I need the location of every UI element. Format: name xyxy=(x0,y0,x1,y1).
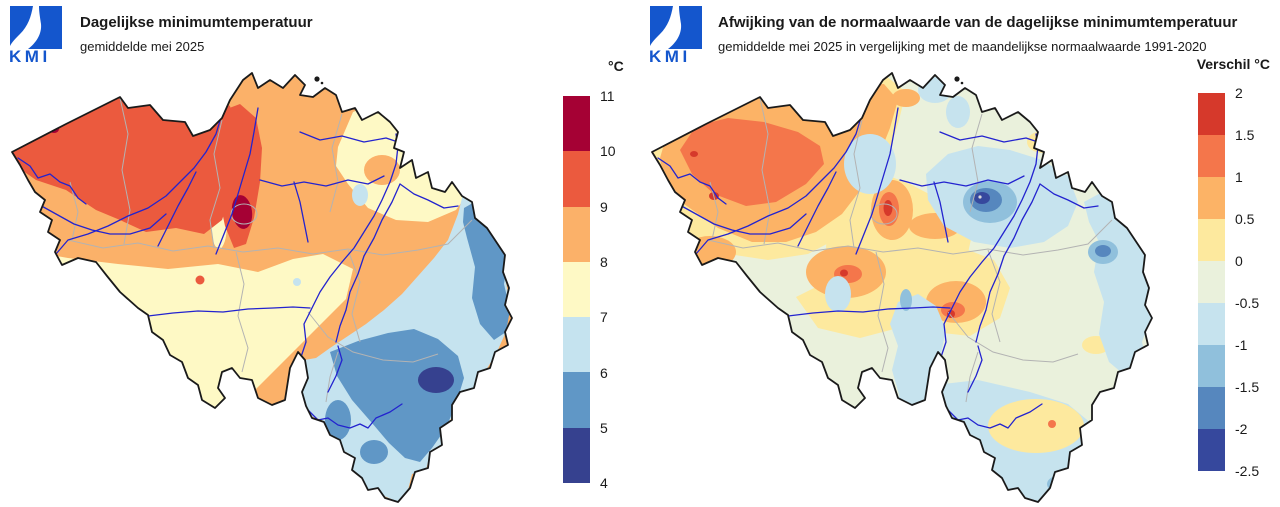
legend-bin xyxy=(563,261,590,318)
station-dot xyxy=(978,195,982,199)
legend-tick: 0 xyxy=(1235,253,1243,269)
map-min-temperature xyxy=(11,72,513,503)
legend-bin xyxy=(563,372,590,428)
legend-tick: -2 xyxy=(1235,421,1248,437)
legend-bin xyxy=(563,317,590,373)
legend-bin xyxy=(1198,135,1225,177)
legend-tick: -1.5 xyxy=(1235,379,1260,395)
legend-tick: 6 xyxy=(600,364,608,381)
legend-tick: 7 xyxy=(600,309,608,326)
legend-tick: -2.5 xyxy=(1235,463,1260,479)
legend-bin xyxy=(563,96,590,152)
legend-tick: 10 xyxy=(600,143,616,160)
kmi-logo-text: KMI xyxy=(649,47,691,63)
legend-tick: 1 xyxy=(1235,169,1243,185)
legend-bin xyxy=(1198,303,1225,345)
legend-tick: -1 xyxy=(1235,337,1248,353)
legend-tick: -0.5 xyxy=(1235,295,1260,311)
baarle-hertog-exclave xyxy=(954,76,960,82)
right-map-subtitle: gemiddelde mei 2025 in vergelijking met … xyxy=(718,39,1207,54)
baarle-hertog-exclave xyxy=(314,76,320,82)
left-legend-colorbar: 11 10 9 8 7 6 5 4 xyxy=(563,88,643,492)
legend-bin xyxy=(563,151,590,207)
kmi-logo: KMI xyxy=(9,6,62,63)
legend-bin xyxy=(1198,93,1225,135)
legend-tick: 8 xyxy=(600,253,608,270)
legend-bin xyxy=(1198,387,1225,429)
legend-bin xyxy=(1198,429,1225,471)
left-map-subtitle: gemiddelde mei 2025 xyxy=(80,39,205,54)
legend-tick: 0.5 xyxy=(1235,211,1255,227)
legend-bin xyxy=(1198,177,1225,219)
legend-tick: 11 xyxy=(600,88,615,104)
left-map-title: Dagelijkse minimumtemperatuur xyxy=(80,14,313,31)
legend-tick: 4 xyxy=(600,475,608,492)
kmi-logo-text: KMI xyxy=(9,47,51,63)
right-legend-colorbar: 2 1.5 1 0.5 0 -0.5 -1 -1.5 -2 -2.5 xyxy=(1198,85,1278,483)
legend-bin xyxy=(1198,345,1225,387)
legend-tick: 2 xyxy=(1235,85,1243,101)
right-legend-title: Verschil °C xyxy=(1196,56,1270,72)
right-map-title: Afwijking van de normaalwaarde van de da… xyxy=(718,14,1238,31)
legend-bin xyxy=(1198,219,1225,261)
legend-tick: 5 xyxy=(600,419,608,436)
colorbar xyxy=(563,96,590,484)
left-legend-title: °C xyxy=(608,58,624,74)
map-temperature-anomaly xyxy=(651,72,1153,503)
legend-bin xyxy=(563,427,590,484)
kmi-logo: KMI xyxy=(649,6,702,63)
legend-bin xyxy=(1198,261,1225,303)
legend-tick: 1.5 xyxy=(1235,127,1255,143)
legend-bin xyxy=(563,206,590,262)
colorbar xyxy=(1198,93,1225,471)
legend-tick: 9 xyxy=(600,198,608,215)
